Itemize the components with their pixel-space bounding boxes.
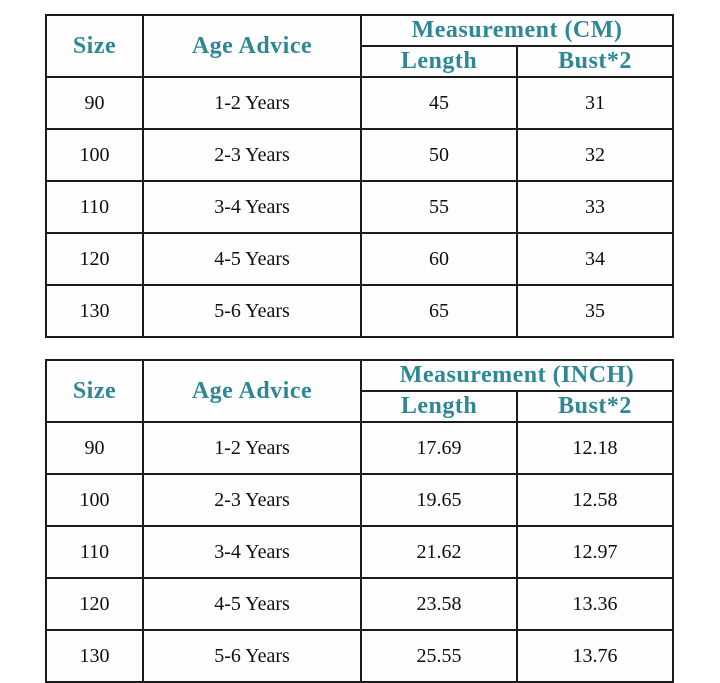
age-advice-cell: 2-3 Years: [142, 128, 362, 182]
header-measurement-inch: Measurement (INCH): [359, 359, 675, 392]
table-row: 120 4-5 Years 60 34: [45, 232, 675, 286]
size-cell: 130: [45, 284, 144, 338]
table-row: 110 3-4 Years 55 33: [45, 180, 675, 234]
size-table-cm: Size Age Advice Measurement (CM) Length …: [45, 14, 675, 338]
length-cell: 65: [360, 284, 518, 338]
age-advice-cell: 3-4 Years: [142, 525, 362, 579]
header-row: Size Age Advice Measurement (CM): [45, 14, 675, 78]
age-advice-cell: 4-5 Years: [142, 577, 362, 631]
bust-cell: 12.58: [515, 473, 675, 527]
length-cell: 25.55: [360, 629, 518, 683]
size-cell: 110: [45, 525, 144, 579]
length-cell: 19.65: [360, 473, 518, 527]
age-advice-cell: 5-6 Years: [142, 629, 362, 683]
size-table-inch: Size Age Advice Measurement (INCH) Lengt…: [45, 359, 675, 683]
header-size: Size: [45, 14, 144, 78]
bust-cell: 13.76: [515, 629, 675, 683]
size-cell: 90: [45, 76, 144, 130]
table-row: 90 1-2 Years 45 31: [45, 76, 675, 130]
size-cell: 110: [45, 180, 144, 234]
size-cell: 90: [45, 421, 144, 475]
header-bust: Bust*2: [515, 390, 675, 423]
size-cell: 100: [45, 128, 144, 182]
size-cell: 100: [45, 473, 144, 527]
age-advice-cell: 2-3 Years: [142, 473, 362, 527]
table-row: 100 2-3 Years 50 32: [45, 128, 675, 182]
length-cell: 50: [360, 128, 518, 182]
header-age-advice: Age Advice: [142, 359, 362, 423]
size-cell: 120: [45, 577, 144, 631]
age-advice-cell: 1-2 Years: [142, 421, 362, 475]
header-length: Length: [360, 390, 518, 423]
size-chart: Size Age Advice Measurement (CM) Length …: [45, 14, 675, 683]
age-advice-cell: 5-6 Years: [142, 284, 362, 338]
length-cell: 45: [360, 76, 518, 130]
header-age-advice: Age Advice: [142, 14, 362, 78]
header-length: Length: [360, 45, 518, 78]
header-bust: Bust*2: [515, 45, 675, 78]
length-cell: 17.69: [360, 421, 518, 475]
bust-cell: 12.97: [515, 525, 675, 579]
bust-cell: 34: [515, 232, 675, 286]
header-size: Size: [45, 359, 144, 423]
length-cell: 21.62: [360, 525, 518, 579]
bust-cell: 31: [515, 76, 675, 130]
length-cell: 60: [360, 232, 518, 286]
bust-cell: 13.36: [515, 577, 675, 631]
table-row: 130 5-6 Years 65 35: [45, 284, 675, 338]
length-cell: 23.58: [360, 577, 518, 631]
header-measurement-cm: Measurement (CM): [359, 14, 675, 47]
size-cell: 120: [45, 232, 144, 286]
table-gap: [45, 338, 674, 359]
table-row: 130 5-6 Years 25.55 13.76: [45, 629, 675, 683]
length-cell: 55: [360, 180, 518, 234]
age-advice-cell: 1-2 Years: [142, 76, 362, 130]
size-cell: 130: [45, 629, 144, 683]
age-advice-cell: 3-4 Years: [142, 180, 362, 234]
header-row: Size Age Advice Measurement (INCH): [45, 359, 675, 423]
age-advice-cell: 4-5 Years: [142, 232, 362, 286]
subheader-row: Length Bust*2: [46, 45, 675, 78]
table-row: 100 2-3 Years 19.65 12.58: [45, 473, 675, 527]
bust-cell: 32: [515, 128, 675, 182]
bust-cell: 12.18: [515, 421, 675, 475]
bust-cell: 35: [515, 284, 675, 338]
subheader-row: Length Bust*2: [46, 390, 675, 423]
table-row: 110 3-4 Years 21.62 12.97: [45, 525, 675, 579]
table-row: 120 4-5 Years 23.58 13.36: [45, 577, 675, 631]
table-row: 90 1-2 Years 17.69 12.18: [45, 421, 675, 475]
bust-cell: 33: [515, 180, 675, 234]
